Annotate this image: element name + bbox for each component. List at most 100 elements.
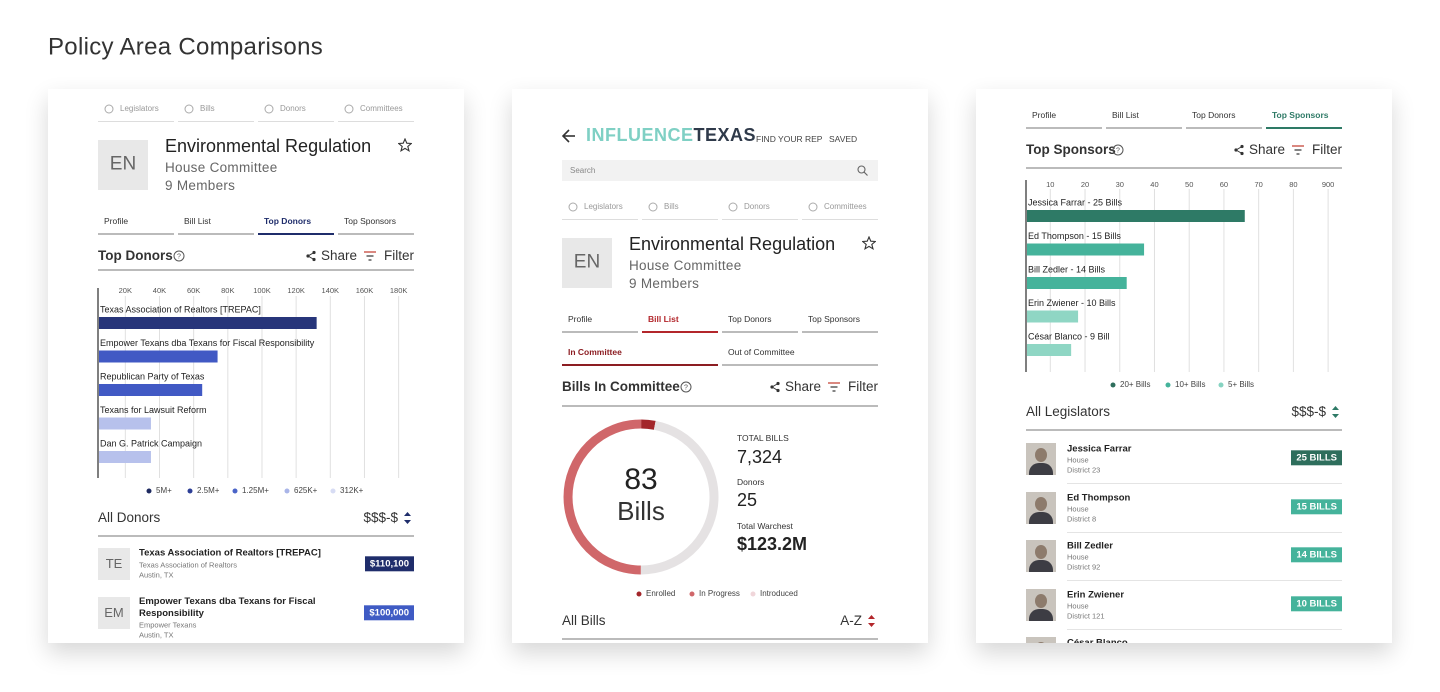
tab[interactable]: Bill List — [648, 313, 679, 324]
row-avatar[interactable] — [98, 548, 130, 580]
nav-item[interactable]: Committees — [360, 104, 403, 114]
row-avatar[interactable] — [1026, 540, 1056, 572]
tab-underline — [802, 331, 878, 333]
stat-value: 25 — [737, 490, 758, 511]
search-box[interactable] — [562, 160, 878, 181]
back-arrow[interactable] — [562, 129, 576, 143]
sort-button[interactable]: $$$-$ — [363, 509, 398, 525]
nav-item[interactable]: Legislators — [584, 202, 623, 212]
sort-icon — [868, 615, 875, 627]
nav-item[interactable]: Donors — [280, 104, 306, 114]
legend-label: In Progress — [699, 589, 740, 598]
avatar-body — [1029, 511, 1053, 524]
avatar-head — [1035, 642, 1047, 643]
list-title: All Bills — [562, 612, 606, 628]
nav-underline — [802, 219, 878, 220]
sort-button[interactable]: $$$-$ — [1291, 403, 1326, 419]
row-avatar[interactable] — [1026, 637, 1056, 643]
row-name[interactable]: Texas Association of Realtors [TREPAC] — [139, 547, 321, 559]
filter-icon — [828, 382, 840, 392]
filter-button[interactable]: Filter — [384, 247, 414, 263]
nav-link[interactable]: SAVED — [829, 133, 858, 144]
nav-item[interactable]: Legislators — [120, 104, 159, 114]
sponsors-panel: Profile Bill List Top Donors Top Sponsors To… — [976, 89, 1392, 643]
tab[interactable]: Bill List — [1112, 109, 1139, 120]
x-tick-label: 60K — [187, 286, 200, 295]
filter-button[interactable]: Filter — [1312, 141, 1342, 157]
row-name[interactable]: César Blanco — [1067, 637, 1128, 643]
row-avatar[interactable] — [1026, 588, 1056, 621]
tab[interactable]: Top Sponsors — [344, 215, 396, 226]
filter-button[interactable]: Filter — [848, 378, 878, 394]
nav-icon — [648, 202, 658, 212]
tab[interactable]: Bill List — [184, 215, 211, 226]
bar-label: Texans for Lawsuit Reform — [100, 405, 207, 415]
tab-underline — [562, 364, 718, 366]
amount-badge: $100,000 — [364, 605, 414, 621]
tab[interactable]: In Committee — [568, 346, 622, 357]
legend-label: 312K+ — [340, 486, 364, 495]
legend-swatch — [1165, 382, 1171, 388]
list-divider — [1026, 429, 1342, 431]
tab[interactable]: Top Sponsors — [1272, 109, 1329, 120]
row-avatar[interactable] — [1026, 443, 1056, 475]
row-initials: EM — [104, 605, 124, 621]
x-tick-label: 120K — [287, 286, 305, 295]
sort-button[interactable]: A-Z — [840, 612, 862, 628]
nav-icon — [104, 104, 114, 114]
tab-underline — [562, 331, 638, 333]
nav-link[interactable]: FIND YOUR REP — [756, 133, 823, 144]
star-icon[interactable] — [398, 138, 412, 152]
x-tick-label: 10 — [1046, 180, 1054, 189]
row-name[interactable]: Erin Zwiener — [1067, 588, 1125, 600]
x-tick-label: 60 — [1220, 180, 1228, 189]
row-initials: TE — [105, 556, 123, 572]
nav-item[interactable]: Bills — [200, 104, 215, 114]
legend-swatch — [146, 488, 152, 494]
row-divider — [1067, 483, 1342, 484]
row-name[interactable]: Bill Zedler — [1067, 540, 1113, 552]
svg-text:?: ? — [1116, 147, 1120, 154]
row-name[interactable]: Jessica Farrar — [1067, 443, 1132, 455]
bar — [1027, 210, 1245, 222]
tab[interactable]: Top Sponsors — [808, 313, 860, 324]
stat-value: $123.2M — [737, 534, 808, 555]
tab[interactable]: Top Donors — [1192, 109, 1236, 120]
share-button[interactable]: Share — [785, 378, 822, 394]
initials: EN — [573, 251, 601, 273]
legend-label: 5M+ — [156, 486, 172, 495]
tab[interactable]: Profile — [1032, 109, 1057, 120]
legend-swatch — [636, 591, 642, 597]
brand-logo[interactable]: INFLUENCETEXAS — [586, 125, 756, 147]
section-divider — [1026, 167, 1342, 169]
x-tick-label: 900 — [1322, 180, 1335, 189]
donut-segment — [563, 419, 642, 575]
nav-item[interactable]: Donors — [744, 202, 770, 212]
section-divider — [562, 405, 878, 407]
nav-item[interactable]: Bills — [664, 202, 679, 212]
section-title: Top Sponsors — [1026, 141, 1116, 157]
committee-subtitle: House Committee — [165, 159, 278, 175]
nav-icon — [184, 104, 194, 114]
tab[interactable]: Top Donors — [264, 215, 312, 226]
legend-label: 1.25M+ — [242, 486, 269, 495]
tab[interactable]: Profile — [568, 313, 593, 324]
tab[interactable]: Top Donors — [728, 313, 772, 324]
row-avatar[interactable] — [98, 597, 130, 629]
share-button[interactable]: Share — [1249, 141, 1286, 157]
tab[interactable]: Profile — [104, 215, 129, 226]
row-name[interactable]: Ed Thompson — [1067, 491, 1131, 503]
legend-swatch — [187, 488, 193, 494]
bar-label: Jessica Farrar - 25 Bills — [1028, 197, 1123, 207]
amount-badge: $110,100 — [364, 556, 414, 572]
bar-label: César Blanco - 9 Bill — [1028, 331, 1110, 341]
row-name[interactable]: Empower Texans dba Texans for Fiscal Res… — [139, 596, 316, 619]
tab-underline — [98, 233, 174, 235]
avatar-head — [1035, 545, 1047, 559]
tab[interactable]: Out of Committee — [728, 346, 795, 357]
share-button[interactable]: Share — [321, 247, 358, 263]
row-avatar[interactable] — [1026, 491, 1056, 524]
star-icon[interactable] — [862, 236, 876, 250]
nav-item[interactable]: Committees — [824, 202, 867, 212]
avatar-box — [98, 140, 148, 190]
